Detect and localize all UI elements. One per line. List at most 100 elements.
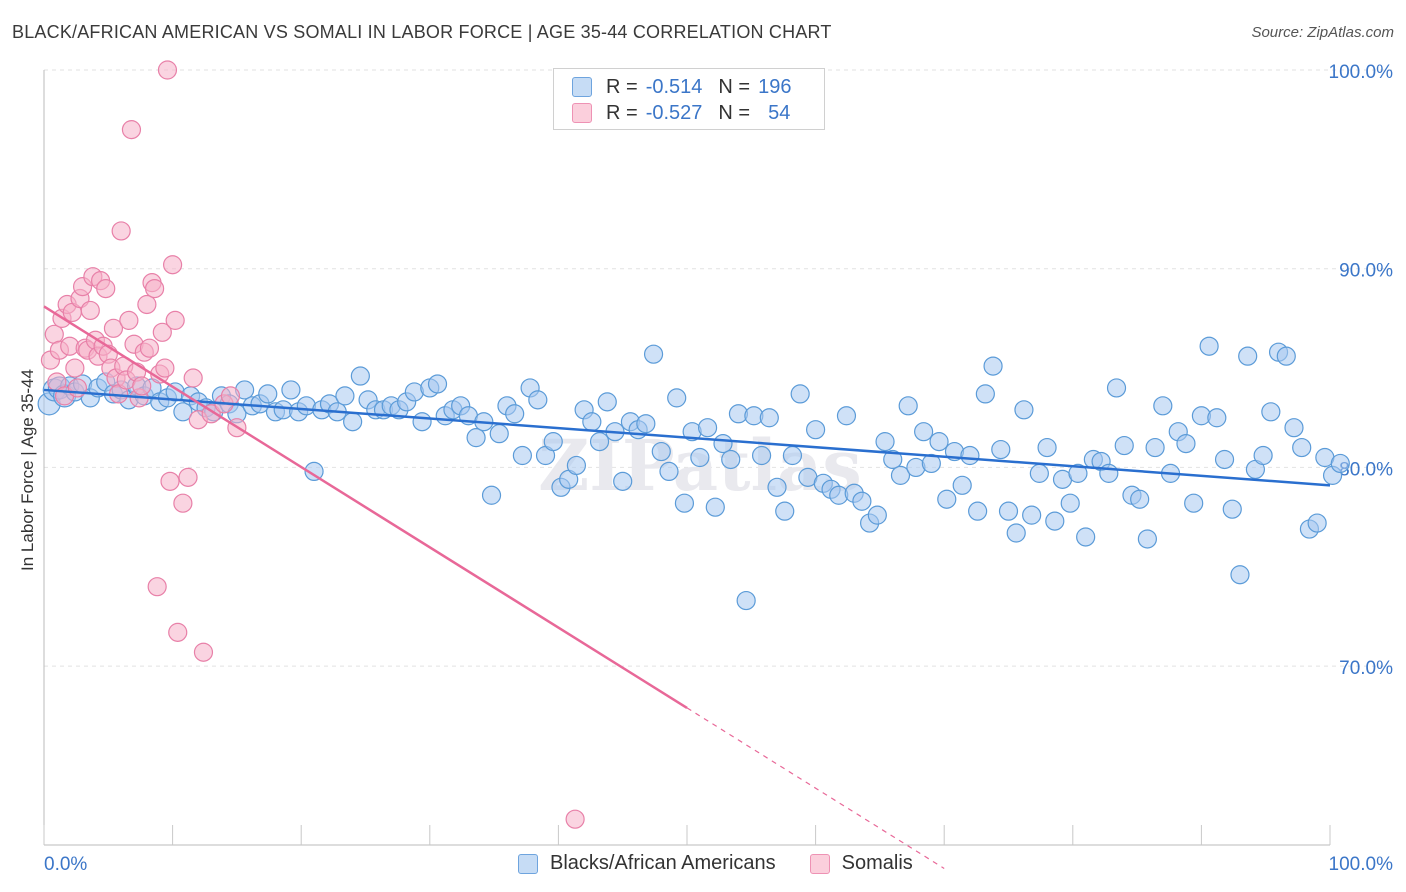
point-somalis bbox=[137, 294, 157, 315]
chart-title: BLACK/AFRICAN AMERICAN VS SOMALI IN LABO… bbox=[12, 22, 832, 42]
point-blacks bbox=[1130, 489, 1150, 509]
y-tick-label: 80.0% bbox=[1339, 459, 1393, 480]
point-somalis bbox=[65, 358, 85, 378]
point-somalis bbox=[152, 322, 172, 342]
point-blacks bbox=[1045, 511, 1065, 531]
legend-n-value: 54 bbox=[768, 101, 791, 124]
point-blacks bbox=[643, 344, 664, 364]
point-blacks bbox=[975, 384, 995, 404]
point-blacks bbox=[968, 501, 988, 521]
legend-swatch-blacks bbox=[572, 77, 592, 97]
trend-line-somalis-extension bbox=[686, 707, 945, 869]
legend-row-somalis: R = -0.527 N = 54 bbox=[572, 100, 790, 126]
point-blacks bbox=[1199, 336, 1219, 356]
point-blacks bbox=[350, 366, 370, 386]
point-somalis bbox=[155, 358, 175, 378]
series-swatch-blacks bbox=[518, 853, 538, 874]
point-blacks bbox=[991, 439, 1011, 460]
point-blacks bbox=[304, 461, 324, 482]
point-somalis bbox=[139, 338, 160, 358]
point-blacks bbox=[1022, 505, 1042, 525]
point-blacks bbox=[613, 471, 633, 491]
point-blacks bbox=[1176, 433, 1196, 454]
series-legend: Blacks/African Americans Somalis bbox=[518, 852, 947, 875]
point-blacks bbox=[1207, 408, 1227, 428]
legend-n-label: N = bbox=[718, 75, 751, 98]
source-label: Source: ZipAtlas.com bbox=[1251, 24, 1394, 41]
point-blacks bbox=[343, 412, 363, 432]
point-blacks bbox=[489, 424, 509, 444]
point-somalis bbox=[565, 809, 585, 829]
point-blacks bbox=[952, 475, 972, 495]
point-blacks bbox=[335, 386, 355, 406]
point-somalis bbox=[103, 318, 124, 338]
y-axis-label: In Labor Force | Age 35-44 bbox=[18, 369, 37, 571]
point-blacks bbox=[566, 455, 587, 476]
point-somalis bbox=[132, 376, 152, 396]
point-somalis bbox=[96, 278, 116, 299]
series-swatch-somalis bbox=[809, 853, 830, 874]
point-blacks bbox=[1261, 402, 1281, 422]
point-blacks bbox=[690, 447, 710, 468]
point-blacks bbox=[1099, 463, 1119, 483]
point-blacks bbox=[713, 433, 733, 454]
point-blacks bbox=[890, 465, 911, 485]
point-blacks bbox=[836, 406, 857, 426]
point-blacks bbox=[1292, 437, 1312, 458]
legend-row-blacks: R = -0.514 N = 196 bbox=[572, 74, 791, 100]
point-blacks bbox=[1184, 493, 1204, 513]
point-blacks bbox=[805, 420, 826, 440]
point-blacks bbox=[582, 412, 602, 432]
point-blacks bbox=[937, 489, 957, 509]
point-blacks bbox=[790, 384, 810, 404]
x-tick-label: 100.0% bbox=[1329, 854, 1394, 875]
trend-line-blacks bbox=[43, 388, 1331, 487]
point-blacks bbox=[1137, 529, 1157, 549]
point-somalis bbox=[160, 471, 180, 491]
point-blacks bbox=[960, 445, 980, 466]
legend-n-value: 196 bbox=[758, 75, 792, 98]
point-blacks bbox=[898, 396, 918, 416]
point-blacks bbox=[1238, 346, 1258, 366]
series-legend-item-somalis: Somalis bbox=[809, 852, 913, 875]
point-somalis bbox=[111, 221, 131, 241]
point-blacks bbox=[412, 412, 432, 432]
legend-r-label: R = bbox=[606, 101, 638, 124]
point-blacks bbox=[466, 428, 486, 448]
point-blacks bbox=[659, 461, 679, 482]
point-blacks bbox=[721, 449, 741, 470]
point-blacks bbox=[875, 432, 895, 452]
point-blacks bbox=[852, 491, 872, 511]
point-blacks bbox=[674, 493, 695, 513]
point-blacks bbox=[505, 404, 525, 424]
point-blacks bbox=[281, 380, 301, 400]
point-blacks bbox=[173, 402, 193, 422]
point-blacks bbox=[736, 590, 756, 611]
point-blacks bbox=[1006, 523, 1026, 543]
point-blacks bbox=[1060, 493, 1080, 513]
point-blacks bbox=[1222, 499, 1242, 519]
point-somalis bbox=[168, 622, 188, 642]
point-somalis bbox=[121, 120, 142, 140]
point-somalis bbox=[193, 642, 214, 662]
point-blacks bbox=[1114, 435, 1134, 456]
point-somalis bbox=[173, 493, 193, 513]
point-blacks bbox=[1068, 463, 1088, 483]
point-blacks bbox=[883, 449, 903, 470]
legend-swatch-somalis bbox=[572, 103, 592, 123]
point-blacks bbox=[914, 422, 934, 442]
point-blacks bbox=[1014, 400, 1034, 420]
point-somalis bbox=[44, 324, 64, 344]
point-blacks bbox=[1037, 437, 1057, 458]
point-blacks bbox=[1106, 378, 1127, 398]
x-tick-label: 0.0% bbox=[44, 854, 87, 875]
point-blacks bbox=[751, 445, 772, 466]
series-legend-item-blacks: Blacks/African Americans bbox=[518, 852, 776, 875]
point-blacks bbox=[1029, 463, 1049, 483]
point-blacks bbox=[1145, 437, 1165, 458]
point-somalis bbox=[67, 378, 88, 398]
point-blacks bbox=[1230, 565, 1250, 585]
point-somalis bbox=[165, 310, 185, 330]
point-blacks bbox=[1076, 527, 1096, 547]
